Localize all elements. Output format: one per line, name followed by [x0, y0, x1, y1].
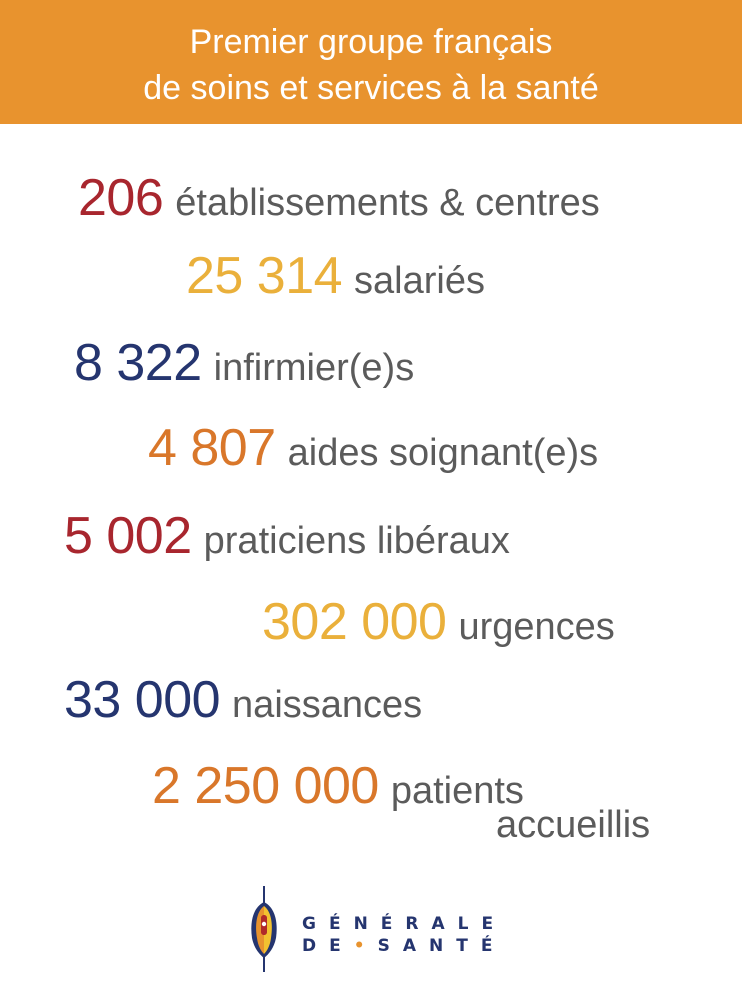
- stat-number: 33 000: [64, 671, 221, 729]
- stat-label: salariés: [354, 260, 485, 302]
- generale-de-sante-logo: GÉNÉRALE DE•SANTÉ: [246, 884, 516, 974]
- stat-practitioners: 5 002 praticiens libéraux: [64, 510, 510, 562]
- stat-number: 2 250 000: [152, 757, 379, 815]
- logo-separator-dot: •: [353, 936, 378, 956]
- stat-number: 4 807: [148, 419, 276, 477]
- header-title-line1: Premier groupe français: [189, 23, 553, 61]
- stat-patients-label-line2: accueillis: [496, 806, 650, 844]
- stat-label: infirmier(e)s: [213, 347, 415, 389]
- stat-label: aides soignant(e)s: [287, 432, 599, 474]
- stat-nurses: 8 322 infirmier(e)s: [74, 337, 414, 389]
- stat-label: praticiens libéraux: [203, 520, 510, 562]
- stat-patients: 2 250 000 patients: [152, 760, 524, 812]
- stat-label: urgences: [458, 606, 615, 648]
- stat-number: 206: [78, 169, 164, 227]
- stat-births: 33 000 naissances: [64, 674, 422, 726]
- stat-label: naissances: [232, 684, 423, 726]
- stat-label: patients: [390, 770, 524, 812]
- logo-word-generale: GÉNÉRALE: [302, 914, 507, 934]
- logo-word-de: DE: [302, 936, 354, 956]
- stat-number: 25 314: [186, 247, 343, 305]
- stat-label: établissements & centres: [175, 182, 600, 224]
- stat-number: 302 000: [262, 593, 447, 651]
- shield-emblem-icon: [251, 886, 277, 972]
- stat-number: 8 322: [74, 334, 202, 392]
- stat-establishments: 206 établissements & centres: [78, 172, 600, 224]
- header-title-line2: de soins et services à la santé: [143, 69, 599, 107]
- stat-care-assistants: 4 807 aides soignant(e)s: [148, 422, 598, 474]
- header-banner: Premier groupe français de soins et serv…: [0, 0, 742, 124]
- stat-label-line2: accueillis: [496, 804, 651, 846]
- logo-word-de-sante: DE•SANTÉ: [302, 936, 505, 956]
- stat-number: 5 002: [64, 507, 192, 565]
- stat-employees: 25 314 salariés: [186, 250, 485, 302]
- stat-emergencies: 302 000 urgences: [262, 596, 615, 648]
- logo-word-sante: SANTÉ: [377, 936, 506, 956]
